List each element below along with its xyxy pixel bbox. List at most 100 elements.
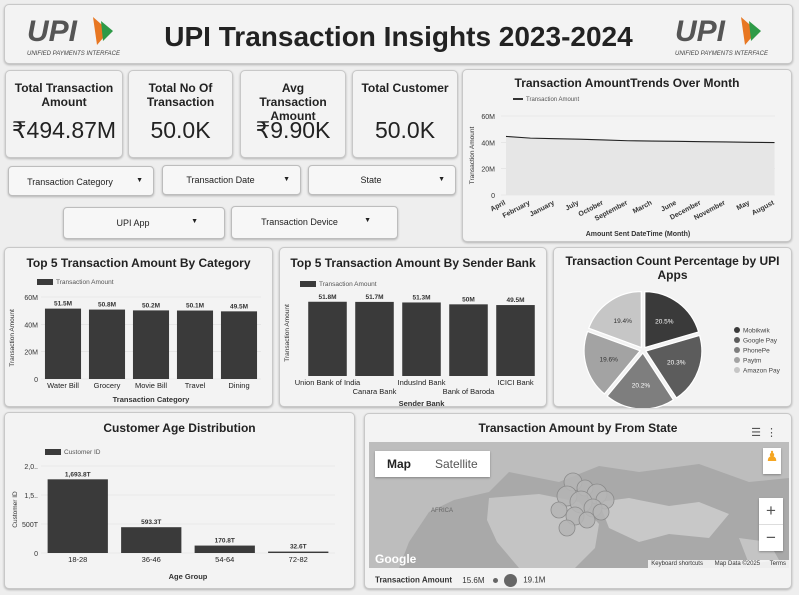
- map-legend: Transaction Amount 15.6M 19.1M: [375, 574, 545, 587]
- filter-transaction-date[interactable]: Transaction Date ▼: [162, 165, 301, 195]
- x-tick-label: Grocery: [94, 381, 121, 390]
- legend-label: Transaction Amount: [319, 281, 377, 288]
- chevron-down-icon: ▼: [438, 176, 445, 183]
- x-tick-label: January: [529, 200, 556, 219]
- x-tick-label: Union Bank of India: [295, 378, 361, 387]
- filter-state[interactable]: State ▼: [308, 165, 456, 195]
- zoom-out-button[interactable]: −: [766, 528, 776, 547]
- bar: [176, 310, 214, 379]
- keyboard-shortcuts-link[interactable]: Keyboard shortcuts: [651, 561, 703, 567]
- upi-logo-arrow-orange: [93, 17, 109, 45]
- x-axis-label: Transaction Category: [113, 395, 191, 404]
- pie-slice: [583, 330, 642, 395]
- legend-small-bubble-icon: [492, 578, 498, 583]
- bar: [402, 302, 441, 376]
- x-tick-label: February: [502, 200, 532, 220]
- kpi-label: Total Customer: [361, 81, 449, 95]
- filter-label: Transaction Category: [27, 177, 113, 187]
- map-canvas[interactable]: Map Satellite AFRICA ♟ + − Google Keyboa…: [369, 442, 789, 568]
- bar: [220, 311, 258, 379]
- data-label: 593.3T: [141, 519, 161, 526]
- kpi-label: Avg Transaction Amount: [259, 81, 327, 123]
- map-bubbles: [550, 472, 615, 537]
- chart-title: Customer Age Distribution: [103, 421, 256, 435]
- y-tick-label: 40M: [481, 140, 495, 147]
- bar: [132, 310, 170, 379]
- street-view-icon[interactable]: ♟: [763, 448, 781, 474]
- filter-transaction-device[interactable]: Transaction Device ▼: [231, 206, 398, 239]
- trend-chart-card: Transaction AmountTrends Over Month Tran…: [462, 69, 792, 242]
- land-shape: [599, 498, 729, 542]
- region-label: AFRICA: [431, 508, 454, 514]
- filter-transaction-category[interactable]: Transaction Category ▼: [8, 166, 154, 196]
- data-label: 1,693.8T: [65, 471, 91, 478]
- data-label: 51.7M: [365, 294, 383, 301]
- kpi-total-amount: Total Transaction Amount ₹494.87M: [5, 70, 123, 158]
- chevron-down-icon: ▼: [191, 218, 198, 225]
- x-axis-label: Age Group: [169, 572, 208, 581]
- legend-label: Customer ID: [64, 449, 101, 456]
- filter-upi-app[interactable]: UPI App ▼: [63, 207, 225, 239]
- zoom-in-button[interactable]: +: [759, 498, 783, 525]
- upi-logo-arrow-green: [749, 21, 761, 41]
- legend-swatch: [513, 98, 523, 100]
- chart-title: Transaction Amount by From State: [478, 421, 678, 435]
- bar: [268, 551, 329, 553]
- more-options-icon[interactable]: ⋮: [766, 427, 777, 439]
- x-tick-label: 18-28: [68, 555, 87, 564]
- data-label: 51.5M: [54, 301, 72, 308]
- pie-slice: [644, 334, 703, 399]
- x-tick-label: Travel: [185, 381, 206, 390]
- header-card: UPI UNIFIED PAYMENTS INTERFACE UPI Trans…: [4, 4, 793, 64]
- category-chart-card: Top 5 Transaction Amount By Category Tra…: [4, 247, 273, 407]
- data-label: 170.8T: [215, 538, 235, 545]
- map-type-toggle: Map Satellite: [375, 451, 490, 477]
- apps-chart-card: Transaction Count Percentage by UPI Apps…: [553, 247, 792, 408]
- legend-label: Mobikwik: [743, 328, 770, 335]
- legend-label: Transaction Amount: [526, 97, 579, 103]
- legend-swatch: [734, 337, 740, 343]
- zoom-controls: + −: [759, 498, 783, 551]
- x-tick-label: March: [632, 200, 653, 216]
- trend-line: [505, 135, 775, 144]
- legend-label: PhonePe: [743, 348, 770, 355]
- bar: [449, 304, 488, 376]
- pie-slice: [644, 291, 700, 349]
- bar: [496, 305, 535, 376]
- x-axis-label: Amount Sent DateTime (Month): [586, 231, 690, 238]
- chevron-down-icon: ▼: [364, 217, 371, 224]
- state-bubble: [578, 511, 596, 529]
- state-bubble: [558, 519, 576, 537]
- y-tick-label: 500T: [22, 522, 39, 529]
- map-tab-satellite[interactable]: Satellite: [435, 457, 478, 471]
- data-label: 51.8M: [318, 294, 336, 301]
- pie-slice: [606, 351, 675, 408]
- category-chart: Transaction Amount 0 20M 40M 60M 51.5M 50.8M 50…: [9, 279, 261, 404]
- map-tab-map[interactable]: Map: [387, 457, 411, 471]
- kpi-total-customer: Total Customer 50.0K: [352, 70, 458, 158]
- y-tick-label: 2,0..: [24, 464, 38, 471]
- map-legend-label: Transaction Amount: [375, 575, 453, 585]
- map-legend-max: 19.1M: [523, 575, 546, 585]
- age-chart: Customer ID 0 500T 1,5.. 2,0.. 1,693.8T 593.3T…: [12, 449, 335, 581]
- x-tick-label: Canara Bank: [353, 387, 397, 396]
- trend-area: [506, 136, 775, 195]
- legend-label: Paytm: [743, 358, 761, 365]
- apps-pie-chart: 20.5% Mobikwik 20.3% Google Pay 20.2% PhonePe…: [583, 290, 781, 408]
- x-tick-label: 72-82: [289, 555, 308, 564]
- filter-icon[interactable]: ☰: [751, 427, 761, 439]
- x-tick-label: ICICI Bank: [497, 378, 534, 387]
- data-label: 49.5M: [230, 303, 248, 310]
- kpi-value: ₹9.90K: [255, 117, 331, 143]
- kpi-total-transactions: Total No Of Transaction 50.0K: [128, 70, 233, 158]
- upi-logo-subtitle: UNIFIED PAYMENTS INTERFACE: [675, 51, 769, 57]
- x-axis-label: Sender Bank: [399, 399, 446, 408]
- trend-chart: Transaction Amount020M40M60MAprilFebruar…: [469, 97, 776, 238]
- terms-link[interactable]: Terms: [769, 561, 786, 567]
- y-tick-label: 0: [34, 377, 38, 384]
- data-label: 19.4%: [613, 318, 632, 325]
- legend-large-bubble-icon: [503, 574, 517, 587]
- x-tick-label: Dining: [228, 381, 249, 390]
- data-label: 51.3M: [412, 294, 430, 301]
- data-label: 19.6%: [600, 356, 619, 363]
